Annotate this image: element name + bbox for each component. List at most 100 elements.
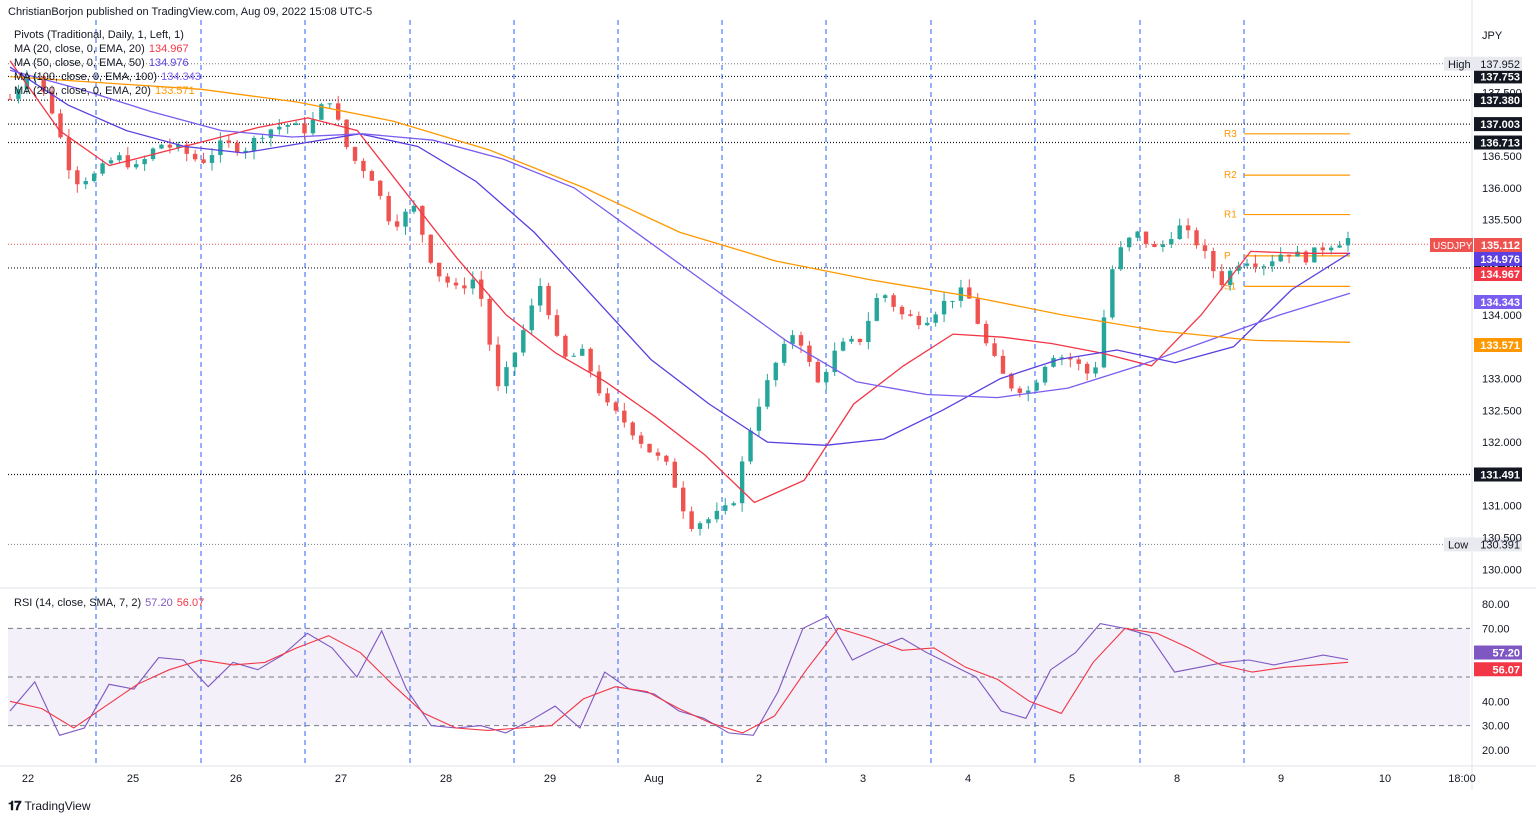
- candle-body-53: [453, 282, 459, 286]
- price-tick-9: 130.500: [1482, 533, 1522, 545]
- candle-body-93: [790, 335, 795, 344]
- time-tick-2: 26: [230, 773, 242, 785]
- rsi-tick-1: 70.00: [1482, 623, 1510, 635]
- candle-body-40: [344, 119, 349, 148]
- level-label-5: 131.491: [1480, 470, 1520, 482]
- candle-body-54: [462, 285, 467, 289]
- legend-ma20-label: MA (20, close, 0, EMA, 20): [14, 43, 145, 55]
- candle-body-123: [1042, 366, 1048, 383]
- candle-body-74: [630, 422, 635, 436]
- price-tick-0: 137.500: [1482, 88, 1522, 100]
- rsi-tag-value-1: 56.07: [1492, 664, 1520, 676]
- rsi-tick-3: 40.00: [1482, 696, 1510, 708]
- price-tick-1: 136.500: [1482, 151, 1522, 163]
- candle-body-75: [638, 435, 644, 444]
- candle-body-0: [7, 98, 13, 100]
- time-tick-0: 22: [22, 773, 34, 785]
- candle-body-61: [521, 330, 526, 353]
- candle-body-8: [75, 170, 80, 185]
- time-tick-3: 27: [335, 773, 347, 785]
- candle-body-81: [689, 511, 694, 529]
- candle-body-33: [285, 125, 290, 127]
- candle-body-71: [605, 393, 610, 403]
- rsi-ma-line: [9, 627, 1349, 734]
- value-tag-4: [1474, 338, 1522, 352]
- candle-body-27: [235, 142, 240, 153]
- price-tick-7: 132.000: [1482, 437, 1522, 449]
- candle-body-13: [117, 155, 122, 161]
- candle-body-102: [866, 320, 871, 343]
- candle-body-119: [1009, 373, 1014, 389]
- candles: [7, 70, 1351, 536]
- candle-body-142: [1202, 245, 1208, 252]
- value-tag-text-1: 134.976: [1480, 254, 1520, 266]
- candle-body-32: [277, 126, 282, 130]
- price-tick-8: 131.000: [1482, 501, 1522, 513]
- candle-body-130: [1101, 317, 1107, 368]
- candle-body-51: [436, 262, 442, 277]
- candle-body-89: [756, 406, 762, 431]
- candle-body-109: [925, 322, 930, 326]
- candle-body-55: [470, 279, 476, 289]
- candle-body-50: [428, 234, 433, 263]
- level-label-3: 136.713: [1480, 138, 1520, 150]
- rsi-pane: [8, 615, 1470, 736]
- candle-body-94: [798, 335, 804, 346]
- candle-body-157: [1328, 247, 1334, 251]
- candle-body-100: [849, 338, 854, 342]
- candle-body-148: [1253, 263, 1258, 267]
- candle-body-97: [824, 372, 829, 383]
- candle-body-92: [781, 343, 787, 363]
- candle-body-44: [378, 180, 383, 196]
- low-label: Low: [1448, 539, 1468, 551]
- candle-body-90: [765, 380, 770, 407]
- candle-body-129: [1093, 367, 1098, 374]
- candle-body-59: [504, 367, 509, 387]
- candle-body-104: [882, 295, 888, 299]
- candle-body-70: [596, 371, 602, 394]
- legend-rsi-ma-value: 56.07: [176, 597, 205, 609]
- candle-body-120: [1017, 388, 1023, 393]
- moving-averages: [9, 60, 1351, 504]
- candle-body-73: [622, 410, 627, 423]
- candle-body-64: [546, 285, 551, 316]
- candle-body-43: [369, 171, 375, 181]
- legend-rsi-label: RSI (14, close, SMA, 7, 2): [14, 597, 142, 609]
- candle-body-11: [100, 163, 105, 174]
- candle-body-10: [91, 173, 97, 182]
- candle-body-35: [302, 123, 307, 134]
- candle-body-30: [260, 137, 265, 139]
- level-tag-5: [1474, 467, 1522, 482]
- pivot-label-p: P: [1224, 251, 1231, 262]
- candle-body-72: [613, 402, 619, 411]
- candle-body-118: [1000, 355, 1006, 374]
- candle-body-57: [487, 298, 492, 345]
- candle-body-56: [479, 279, 484, 299]
- candle-body-125: [1059, 357, 1065, 359]
- legend-ma200-value: 133.571: [154, 85, 195, 97]
- horizontal-levels: [8, 63, 1470, 545]
- candle-body-154: [1303, 251, 1309, 263]
- value-tag-3: [1474, 295, 1522, 309]
- time-tick-14: 18:00: [1448, 773, 1476, 785]
- candle-body-128: [1084, 363, 1090, 374]
- candle-body-91: [773, 362, 778, 381]
- candle-body-29: [251, 137, 257, 151]
- candle-body-18: [159, 144, 164, 149]
- high-value: 137.952: [1480, 59, 1520, 71]
- rsi-tag-0: [1474, 645, 1522, 660]
- candle-body-151: [1278, 254, 1283, 262]
- candle-body-117: [992, 343, 997, 356]
- candle-body-83: [706, 519, 711, 524]
- candle-body-112: [950, 300, 955, 302]
- candle-body-20: [176, 144, 181, 148]
- price-tick-2: 136.000: [1482, 183, 1522, 195]
- candle-body-108: [916, 315, 922, 326]
- candle-body-62: [529, 305, 534, 331]
- low-tag: [1444, 537, 1522, 552]
- candle-body-25: [218, 140, 223, 156]
- candle-body-68: [580, 348, 585, 356]
- candle-body-134: [1135, 231, 1140, 238]
- ma50-line: [9, 66, 1351, 446]
